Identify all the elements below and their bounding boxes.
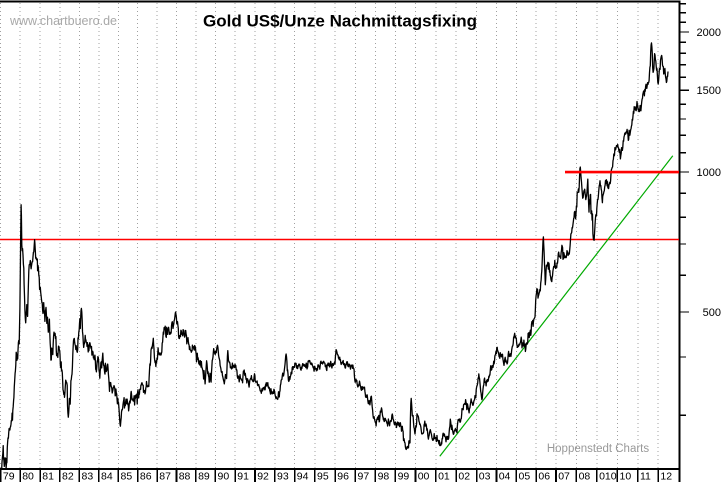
svg-text:07: 07 — [558, 471, 570, 482]
svg-text:010: 010 — [599, 471, 617, 482]
svg-text:2000: 2000 — [697, 27, 721, 39]
svg-text:1500: 1500 — [697, 85, 721, 97]
svg-text:02: 02 — [458, 471, 470, 482]
svg-text:500: 500 — [703, 307, 721, 319]
svg-text:06: 06 — [538, 471, 550, 482]
svg-text:88: 88 — [179, 471, 191, 482]
svg-text:89: 89 — [198, 471, 210, 482]
svg-text:85: 85 — [121, 471, 133, 482]
svg-text:96: 96 — [337, 471, 349, 482]
svg-text:01: 01 — [438, 471, 450, 482]
svg-text:03: 03 — [479, 471, 491, 482]
svg-text:95: 95 — [317, 471, 329, 482]
svg-text:92: 92 — [257, 471, 269, 482]
svg-text:98: 98 — [378, 471, 390, 482]
svg-text:86: 86 — [140, 471, 152, 482]
svg-text:83: 83 — [82, 471, 94, 482]
svg-text:81: 81 — [42, 471, 54, 482]
svg-text:82: 82 — [62, 471, 74, 482]
svg-text:90: 90 — [218, 471, 230, 482]
svg-text:10: 10 — [620, 471, 632, 482]
svg-text:1000: 1000 — [697, 167, 721, 179]
svg-text:12: 12 — [660, 471, 672, 482]
svg-text:Hoppenstedt Charts: Hoppenstedt Charts — [547, 443, 650, 455]
svg-text:04: 04 — [499, 471, 511, 482]
svg-text:00: 00 — [418, 471, 430, 482]
svg-text:97: 97 — [358, 471, 370, 482]
svg-text:11: 11 — [640, 471, 651, 482]
svg-text:Gold US$/Unze Nachmittagsfixin: Gold US$/Unze Nachmittagsfixing — [203, 12, 477, 31]
svg-text:91: 91 — [237, 471, 249, 482]
svg-text:87: 87 — [159, 471, 171, 482]
svg-text:08: 08 — [579, 471, 591, 482]
svg-text:84: 84 — [101, 471, 113, 482]
svg-text:79: 79 — [3, 471, 15, 482]
svg-text:99: 99 — [398, 471, 410, 482]
svg-text:94: 94 — [297, 471, 309, 482]
svg-text:80: 80 — [22, 471, 34, 482]
svg-text:www.chartbuero.de: www.chartbuero.de — [9, 14, 117, 28]
svg-text:93: 93 — [277, 471, 289, 482]
svg-text:05: 05 — [519, 471, 531, 482]
